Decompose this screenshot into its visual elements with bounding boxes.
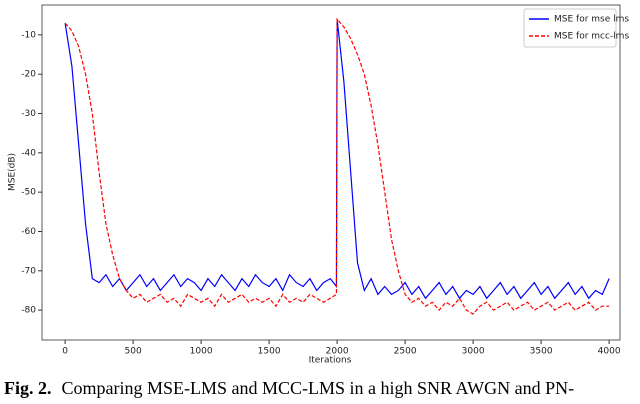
y-axis-label: MSE(dB) [8,153,18,191]
y-tick-label: -20 [21,70,36,80]
caption: Fig. 2. Comparing MSE-LMS and MCC-LMS in … [4,378,574,398]
legend-label: MSE for mcc-lms [554,32,629,42]
y-tick-label: -80 [21,306,36,316]
x-tick-label: 500 [125,347,142,357]
x-tick-label: 2000 [326,347,349,357]
y-tick-label: -60 [21,227,36,237]
x-tick-label: 4000 [598,347,621,357]
plot-frame [41,4,621,341]
y-tick-label: -70 [21,266,36,276]
x-tick-label: 3500 [530,347,553,357]
x-tick-label: 0 [62,347,68,357]
caption-text: Comparing MSE-LMS and MCC-LMS in a high … [62,378,575,398]
x-tick-label: 1500 [258,347,281,357]
y-tick-label: -40 [21,148,36,158]
x-axis-label: Iterations [309,356,352,366]
x-tick-label: 1000 [190,347,213,357]
x-tick-label: 3000 [462,347,485,357]
y-tick-label: -10 [21,30,36,40]
y-tick-label: -50 [21,188,36,198]
x-tick-label: 2500 [394,347,417,357]
y-tick-label: -30 [21,109,36,119]
caption-label: Fig. 2. [4,378,52,398]
series-line [64,17,610,315]
legend-label: MSE for mse lms [554,15,629,25]
